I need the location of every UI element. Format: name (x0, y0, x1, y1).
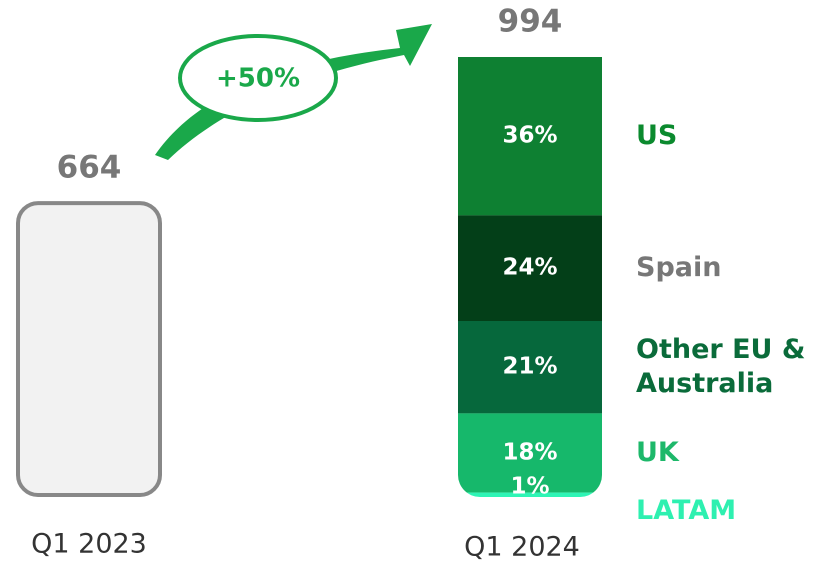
segment-label: 18% (502, 440, 557, 466)
legend-label: UK (636, 437, 679, 468)
x-tick-label: Q1 2023 (31, 529, 147, 560)
segment-label: 1% (510, 474, 549, 500)
stacked-bar (458, 57, 602, 497)
segment (458, 215, 602, 321)
segment (458, 321, 602, 414)
legend-label: Spain (636, 252, 722, 284)
x-tick-label: Q1 2024 (464, 532, 580, 563)
legend-label: US (636, 120, 678, 152)
segment-label: 21% (502, 354, 557, 380)
total-label: 664 (57, 150, 122, 186)
segment-label: 24% (502, 255, 557, 281)
growth-label: +50% (216, 64, 300, 94)
segment-label: 36% (502, 123, 557, 149)
growth-arrow (155, 24, 432, 160)
segment (458, 492, 602, 497)
legend-label: Other EU & Australia (636, 334, 806, 400)
total-label: 994 (498, 4, 563, 40)
growth-bubble (178, 34, 338, 122)
segment (458, 57, 602, 216)
legend-label: LATAM (636, 495, 737, 526)
bar (16, 201, 162, 498)
segment (458, 413, 602, 493)
